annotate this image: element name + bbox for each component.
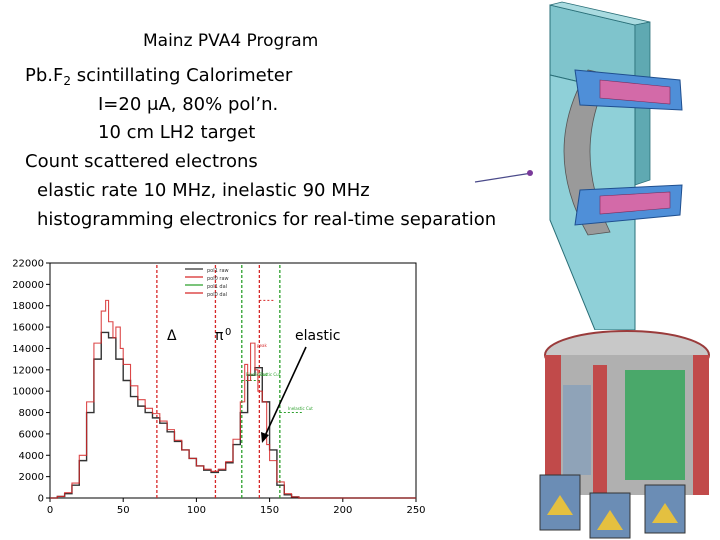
current-polarization-line: I=20 μA, 80% pol’n. bbox=[98, 94, 279, 115]
elastic-arrow-line bbox=[263, 346, 307, 439]
cut-note: Inelastic Cut bbox=[288, 406, 313, 411]
detector-ring bbox=[563, 69, 611, 236]
readout-box-detail bbox=[547, 495, 573, 515]
x-tick-label: 250 bbox=[406, 505, 425, 516]
crystal-array-upper bbox=[599, 79, 671, 105]
barrel-post-center bbox=[593, 365, 607, 505]
histogram-chart: 0200040006000800010000120001400016000180… bbox=[0, 255, 425, 540]
pbf-text: Pb.F bbox=[25, 65, 64, 86]
x-tick-label: 100 bbox=[187, 505, 206, 516]
electronics-line: histogramming electronics for real-time … bbox=[37, 209, 497, 230]
cut-note: Elastic Cut bbox=[246, 372, 268, 377]
beam-line bbox=[474, 172, 533, 183]
calorimeter-text: scintillating Calorimeter bbox=[71, 65, 293, 86]
peak-note: peak bbox=[257, 343, 267, 348]
series-group bbox=[50, 299, 416, 499]
plot-frame bbox=[49, 262, 417, 499]
elastic-arrow-head bbox=[261, 432, 269, 443]
y-tick-label: 22000 bbox=[12, 259, 44, 270]
histogram-series bbox=[50, 299, 416, 499]
y-tick-label: 16000 bbox=[12, 323, 44, 334]
pi0-superscript: 0 bbox=[225, 327, 231, 338]
legend-item: pol1 raw bbox=[207, 268, 229, 274]
y-tick-label: 10000 bbox=[12, 387, 44, 398]
y-tick-label: 12000 bbox=[12, 365, 44, 376]
y-tick-label: 6000 bbox=[19, 429, 44, 440]
y-tick-label: 4000 bbox=[19, 451, 44, 462]
x-tick-label: 200 bbox=[333, 505, 352, 516]
y-axis: 0 2000 4000 6000 8000 10000 12000 14000 16000 180… bbox=[12, 259, 50, 505]
x-tick-label: 150 bbox=[260, 505, 279, 516]
pbf-subscript: 2 bbox=[63, 74, 71, 88]
detector-barrel-drawing bbox=[539, 330, 710, 539]
crystal-array-lower bbox=[599, 191, 671, 215]
y-tick-label: 20000 bbox=[12, 280, 44, 291]
y-tick-label: 18000 bbox=[12, 301, 44, 312]
y-tick-label: 8000 bbox=[19, 408, 44, 419]
barrel-post-left bbox=[545, 355, 561, 495]
pi0-label: π bbox=[215, 328, 224, 344]
delta-label: Δ bbox=[167, 328, 177, 344]
legend-item: pol1 dal bbox=[207, 284, 227, 290]
target-marker bbox=[527, 170, 533, 176]
detector-cross-section-drawing bbox=[474, 1, 683, 330]
legend-item: pol0 dal bbox=[207, 292, 227, 298]
x-axis: 0 50 100 150 200 250 bbox=[47, 498, 425, 516]
y-tick-label: 0 bbox=[38, 494, 44, 505]
legend-item: pol0 raw bbox=[207, 276, 229, 282]
y-tick-label: 14000 bbox=[12, 344, 44, 355]
readout-box-detail bbox=[652, 503, 678, 523]
barrel-post-right bbox=[693, 355, 709, 495]
elastic-label: elastic bbox=[295, 328, 340, 344]
y-tick-label: 2000 bbox=[19, 472, 44, 483]
count-electrons-line: Count scattered electrons bbox=[25, 151, 258, 172]
target-line: 10 cm LH2 target bbox=[98, 122, 256, 143]
barrel-modules bbox=[625, 370, 685, 480]
x-tick-label: 50 bbox=[117, 505, 130, 516]
barrel-modules-left bbox=[563, 385, 591, 475]
rates-line: elastic rate 10 MHz, inelastic 90 MHz bbox=[37, 180, 370, 201]
calorimeter-line: Pb.F2 scintillating Calorimeter bbox=[25, 65, 292, 88]
x-tick-label: 0 bbox=[47, 505, 53, 516]
slide-title: Mainz PVA4 Program bbox=[143, 31, 319, 51]
cut-note: Elastic Cut bbox=[259, 372, 281, 377]
readout-box-detail bbox=[597, 510, 623, 530]
legend: pol1 raw pol0 raw pol1 dal pol0 dal bbox=[185, 268, 229, 298]
